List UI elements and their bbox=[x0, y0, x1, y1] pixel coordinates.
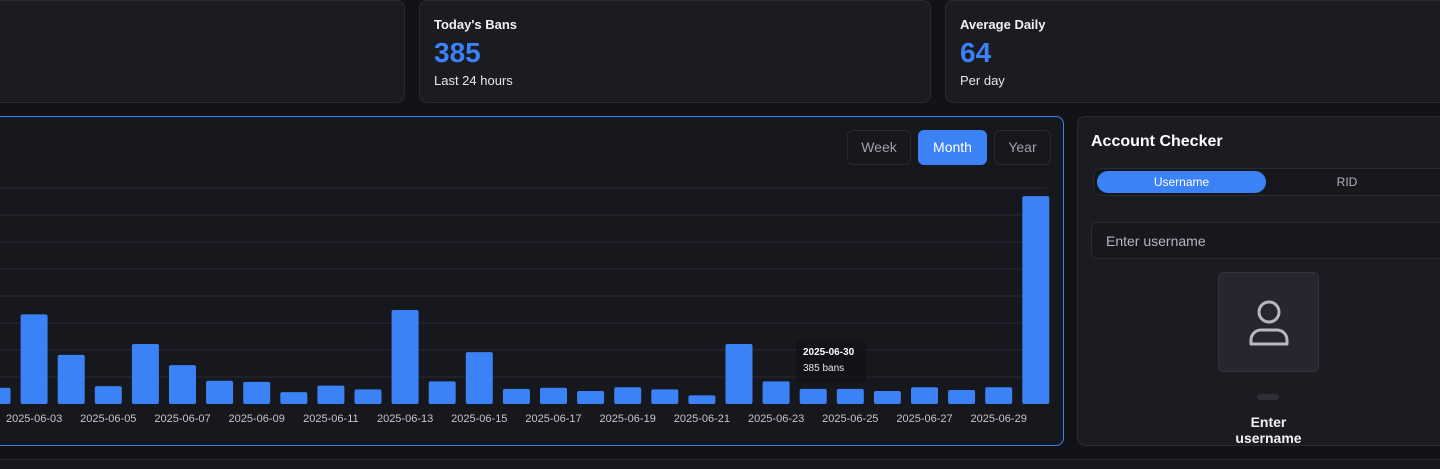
chart-tooltip: 2025-06-30 385 bans bbox=[796, 341, 866, 383]
chart-bar[interactable] bbox=[577, 391, 605, 404]
stat-card-average-daily: Average Daily 64 Per day bbox=[945, 0, 1440, 103]
chart-bar[interactable] bbox=[243, 381, 271, 404]
lookup-type-toggle: Username RID bbox=[1093, 168, 1440, 196]
chart-bar[interactable] bbox=[688, 395, 716, 404]
chart-bar[interactable] bbox=[948, 389, 976, 404]
account-checker-title: Account Checker bbox=[1091, 133, 1223, 150]
x-tick-label: 2025-06-29 bbox=[971, 413, 1027, 425]
stat-card-total bbox=[0, 0, 405, 103]
stat-subtitle: Last 24 hours bbox=[434, 73, 513, 89]
tab-username[interactable]: Username bbox=[1097, 171, 1266, 193]
range-week-button[interactable]: Week bbox=[847, 130, 911, 165]
chart-bar[interactable] bbox=[317, 385, 345, 404]
chart-bar[interactable] bbox=[836, 388, 864, 404]
chart-bar[interactable] bbox=[391, 310, 419, 404]
x-tick-label: 2025-06-15 bbox=[451, 413, 507, 425]
chart-bar[interactable] bbox=[762, 381, 790, 404]
tooltip-value: 385 bans bbox=[803, 363, 845, 374]
x-tick-label: 2025-06-25 bbox=[822, 413, 878, 425]
chart-bar[interactable] bbox=[354, 389, 382, 404]
avatar-placeholder bbox=[1218, 272, 1319, 372]
range-year-button[interactable]: Year bbox=[994, 130, 1051, 165]
chart-bar[interactable] bbox=[540, 387, 567, 404]
x-tick-label: 2025-06-21 bbox=[674, 413, 730, 425]
tooltip-date: 2025-06-30 bbox=[803, 347, 855, 358]
loading-indicator bbox=[1257, 394, 1279, 400]
stat-value: 385 bbox=[434, 37, 481, 68]
x-tick-label: 2025-06-19 bbox=[600, 413, 656, 425]
chart-bar[interactable] bbox=[0, 387, 11, 404]
user-icon bbox=[1249, 300, 1289, 346]
x-tick-label: 2025-06-03 bbox=[6, 413, 62, 425]
chart-bar[interactable] bbox=[1022, 196, 1050, 404]
chart-bar[interactable] bbox=[985, 387, 1013, 404]
chart-bar[interactable] bbox=[20, 314, 48, 404]
x-tick-label: 2025-06-09 bbox=[229, 413, 285, 425]
bottom-strip bbox=[0, 459, 1440, 469]
chart-bar[interactable] bbox=[799, 388, 827, 404]
x-tick-label: 2025-06-27 bbox=[896, 413, 952, 425]
chart-bar[interactable] bbox=[502, 388, 530, 404]
stat-title: Today's Bans bbox=[434, 17, 518, 32]
range-month-button[interactable]: Month bbox=[918, 130, 987, 165]
chart-bar[interactable] bbox=[280, 392, 308, 404]
tab-rid[interactable]: RID bbox=[1336, 175, 1358, 189]
chart-bar[interactable] bbox=[651, 389, 679, 404]
chart-bar[interactable] bbox=[206, 380, 234, 404]
x-tick-label: 2025-06-23 bbox=[748, 413, 804, 425]
x-tick-label: 2025-06-17 bbox=[525, 413, 581, 425]
status-label: Enter username bbox=[1235, 414, 1302, 446]
chart-bar[interactable] bbox=[911, 387, 938, 404]
bans-bar-chart: 2025-06-03 2025-06-05 2025-06-07 2025-06-09… bbox=[0, 187, 1050, 425]
chart-bar[interactable] bbox=[169, 365, 196, 404]
x-tick-label: 2025-06-13 bbox=[377, 413, 433, 425]
stat-subtitle: Per day bbox=[960, 73, 1005, 89]
chart-bar[interactable] bbox=[725, 344, 753, 404]
stat-title: Average Daily bbox=[960, 17, 1046, 32]
chart-bar[interactable] bbox=[94, 386, 122, 404]
stat-value: 64 bbox=[960, 37, 992, 68]
chart-bar[interactable] bbox=[131, 344, 159, 404]
username-input[interactable] bbox=[1091, 222, 1440, 259]
chart-bar[interactable] bbox=[873, 391, 901, 404]
bans-chart-panel: 2025-06-03 2025-06-05 2025-06-07 2025-06-09… bbox=[0, 116, 1064, 446]
x-tick-label: 2025-06-11 bbox=[303, 413, 358, 425]
chart-bar[interactable] bbox=[57, 354, 85, 404]
chart-bar[interactable] bbox=[614, 387, 642, 404]
x-tick-label: 2025-06-07 bbox=[154, 413, 210, 425]
chart-bar[interactable] bbox=[465, 352, 493, 404]
stat-card-todays-bans: Today's Bans 385 Last 24 hours bbox=[419, 0, 931, 103]
chart-bar[interactable] bbox=[428, 381, 456, 404]
x-tick-label: 2025-06-05 bbox=[80, 413, 136, 425]
account-checker-panel: Account Checker Username RID Enter usern… bbox=[1077, 116, 1440, 446]
